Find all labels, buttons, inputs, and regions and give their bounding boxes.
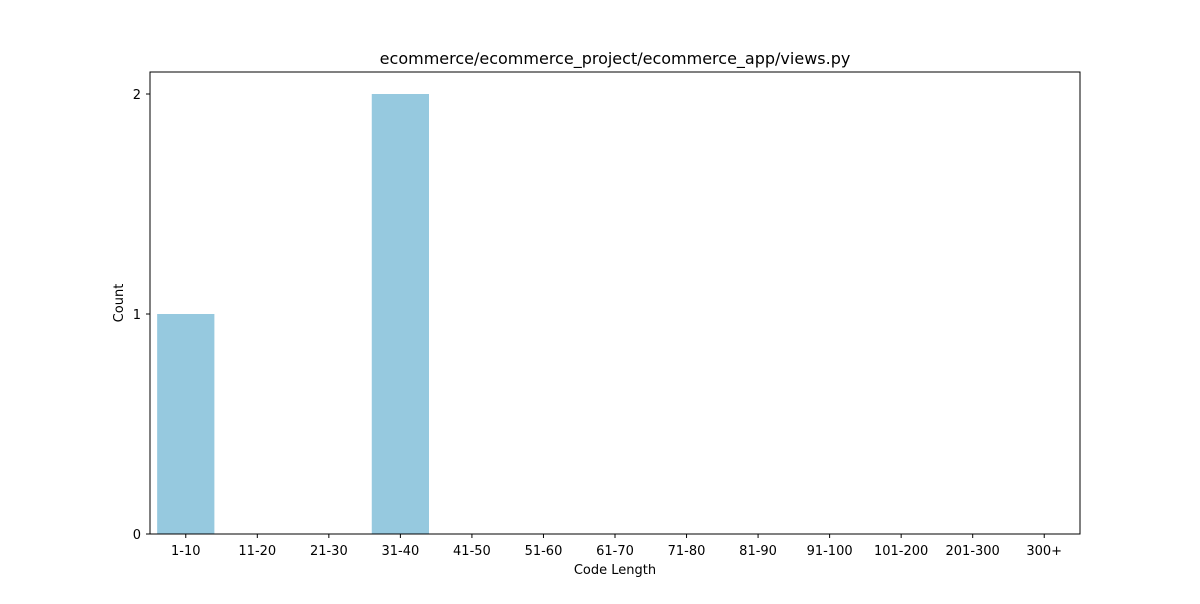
y-tick-label: 0 (133, 528, 141, 543)
plot-frame (149, 71, 1081, 535)
x-axis: 1-10 11-20 21-30 31-40 41-50 51-60 61-70 71-80 8… (171, 534, 1062, 559)
x-tick-label: 11-20 (238, 544, 276, 559)
x-tick-label: 41-50 (453, 544, 491, 559)
x-tick-label: 101-200 (874, 544, 928, 559)
x-tick-label: 91-100 (807, 544, 853, 559)
y-axis: 0 1 2 (133, 88, 150, 543)
bars-layer (157, 94, 429, 534)
x-tick-label: 81-90 (739, 544, 777, 559)
y-axis-label: Count (112, 284, 127, 323)
x-axis-label: Code Length (574, 563, 656, 578)
bar-1-10 (157, 314, 215, 534)
y-tick-label: 1 (133, 308, 141, 323)
x-tick-label: 31-40 (381, 544, 419, 559)
x-tick-label: 1-10 (171, 544, 201, 559)
x-tick-label: 51-60 (525, 544, 563, 559)
x-tick-label: 201-300 (946, 544, 1000, 559)
x-tick-label: 71-80 (668, 544, 706, 559)
chart-title: ecommerce/ecommerce_project/ecommerce_ap… (380, 49, 851, 69)
x-tick-label: 300+ (1026, 544, 1062, 559)
bar-31-40 (371, 94, 429, 534)
x-tick-label: 61-70 (596, 544, 634, 559)
x-tick-label: 21-30 (310, 544, 348, 559)
y-tick-label: 2 (133, 88, 141, 103)
